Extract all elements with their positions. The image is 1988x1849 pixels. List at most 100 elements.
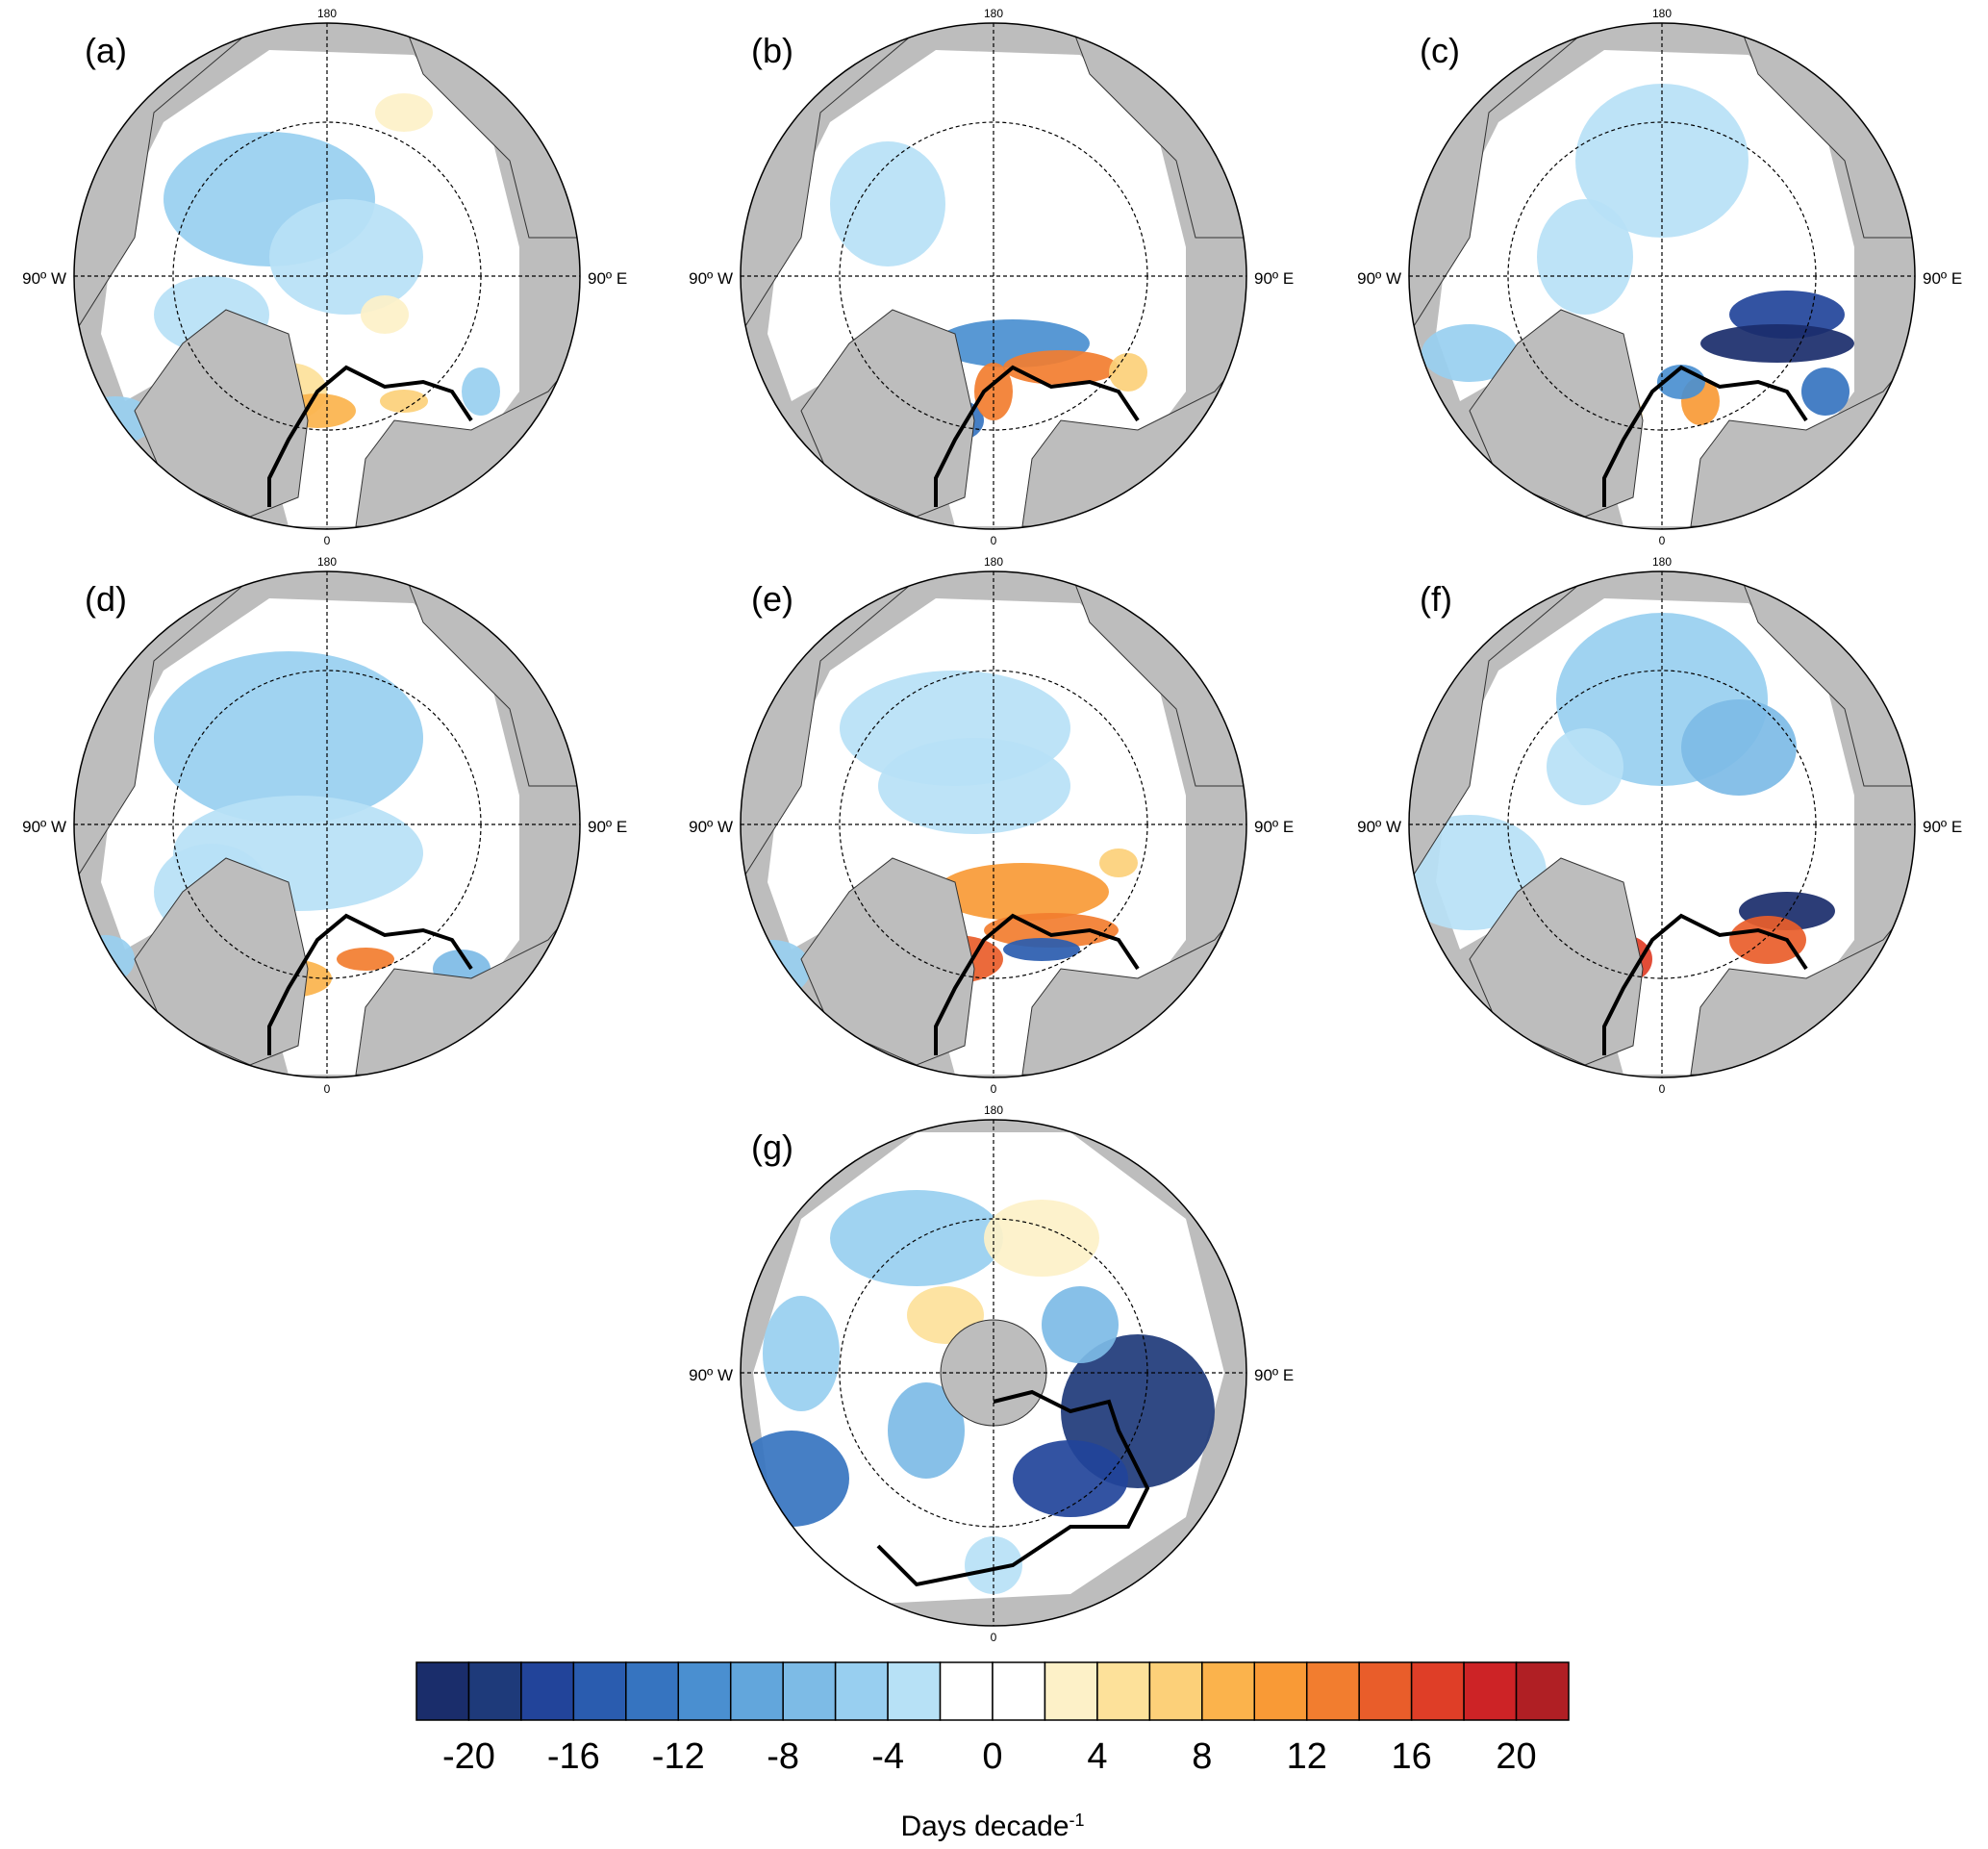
colorbar-swatch <box>677 1661 732 1721</box>
colorbar-tick-label: 0 <box>982 1736 1002 1777</box>
trend-field <box>984 1200 1099 1277</box>
colorbar-swatch <box>1044 1661 1098 1721</box>
colorbar-swatch <box>415 1661 470 1721</box>
colorbar-swatch <box>1463 1661 1518 1721</box>
lon-label-90w: 90º W <box>689 269 733 288</box>
trend-field <box>1003 350 1119 385</box>
trend-field <box>1681 699 1797 796</box>
trend-field <box>1729 916 1806 964</box>
lon-label-180: 180 <box>984 555 1003 569</box>
contour-line <box>267 913 473 1055</box>
colorbar-tick-label: 8 <box>1192 1736 1212 1777</box>
panel-label: (d) <box>85 579 127 619</box>
latitude-circle <box>839 1218 1148 1528</box>
trend-field <box>763 1296 840 1411</box>
colorbar-tick-label: 16 <box>1391 1736 1431 1777</box>
sea-ice-domain <box>1436 50 1854 526</box>
panel-label: (g) <box>751 1127 793 1167</box>
lon-label-0: 0 <box>991 1631 997 1644</box>
trend-field <box>936 863 1109 921</box>
trend-field <box>1801 367 1850 416</box>
lon-label-90e: 90º E <box>1254 818 1294 836</box>
trend-field <box>337 948 394 971</box>
map-boundary <box>740 22 1247 530</box>
lon-label-90w: 90º W <box>689 818 733 836</box>
map-boundary <box>1408 22 1916 530</box>
trend-field <box>380 390 428 413</box>
latitude-circle <box>839 121 1148 431</box>
trend-field <box>984 913 1119 948</box>
map-content <box>1409 23 1915 529</box>
colorbar-tick-label: -16 <box>547 1736 600 1777</box>
colorbar-swatch <box>572 1661 627 1721</box>
panel-label: (f) <box>1420 579 1452 619</box>
trend-field <box>154 651 423 824</box>
contour-line <box>1602 913 1808 1055</box>
panel-label: (c) <box>1420 31 1460 70</box>
lon-label-90e: 90º E <box>1923 269 1962 288</box>
contour-line <box>1602 365 1808 507</box>
latitude-circle <box>839 670 1148 979</box>
colorbar-swatch <box>1096 1661 1151 1721</box>
colorbar: -20 -16 -12 -8 -4 0 4 8 12 16 20 Days decade-1 <box>415 1661 1570 1842</box>
trend-field <box>375 93 433 132</box>
colorbar-swatch <box>1201 1661 1256 1721</box>
lon-label-0: 0 <box>324 1082 331 1096</box>
colorbar-swatch <box>1253 1661 1308 1721</box>
latitude-circle <box>1507 670 1817 979</box>
colorbar-swatch <box>1305 1661 1360 1721</box>
trend-field <box>462 367 500 416</box>
map-panel-e: 180 0 90º W 90º E (e) <box>689 555 1294 1096</box>
colorbar-swatch <box>729 1661 784 1721</box>
trend-field <box>269 199 423 315</box>
lon-label-90e: 90º E <box>588 818 627 836</box>
trend-field <box>1700 324 1854 363</box>
latitude-circle <box>172 670 482 979</box>
contour-line <box>267 365 473 507</box>
trend-field <box>1537 199 1633 315</box>
trend-field <box>1109 353 1147 392</box>
trend-field <box>830 141 945 266</box>
colorbar-title: Days decade-1 <box>900 1811 1084 1842</box>
lon-label-90e: 90º E <box>588 269 627 288</box>
map-boundary <box>73 570 581 1078</box>
colorbar-tick-label: -12 <box>652 1736 705 1777</box>
panels-layer: 180 0 90º W 90º E (a) 180 0 90º W 90º E (b) 180 0 90… <box>22 7 1962 1644</box>
colorbar-swatch <box>992 1661 1046 1721</box>
colorbar-swatch <box>467 1661 522 1721</box>
contour-line <box>934 365 1140 507</box>
colorbar-swatch <box>939 1661 994 1721</box>
colorbar-swatch <box>1358 1661 1413 1721</box>
latitude-circle <box>172 121 482 431</box>
colorbar-swatch <box>1148 1661 1203 1721</box>
map-panel-a: 180 0 90º W 90º E (a) <box>22 7 627 547</box>
colorbar-tick-label: -20 <box>442 1736 495 1777</box>
map-panel-g: 180 0 90º W 90º E (g) <box>689 1103 1294 1644</box>
lon-label-0: 0 <box>324 534 331 547</box>
colorbar-swatch <box>1515 1661 1570 1721</box>
lon-label-90e: 90º E <box>1923 818 1962 836</box>
lon-label-90w: 90º W <box>689 1366 733 1384</box>
map-panel-d: 180 0 90º W 90º E (d) <box>22 555 627 1096</box>
lon-label-0: 0 <box>1659 1082 1666 1096</box>
lon-label-90w: 90º W <box>22 818 66 836</box>
lon-label-180: 180 <box>1652 555 1672 569</box>
map-boundary <box>1408 570 1916 1078</box>
trend-field <box>1099 849 1138 877</box>
map-panel-f: 180 0 90º W 90º E (f) <box>1357 555 1962 1096</box>
lon-label-90e: 90º E <box>1254 269 1294 288</box>
lon-label-0: 0 <box>991 534 997 547</box>
lon-label-90w: 90º W <box>22 269 66 288</box>
map-content <box>74 571 580 1077</box>
panel-label: (e) <box>751 579 793 619</box>
contour-line <box>876 1389 1150 1587</box>
lon-label-0: 0 <box>1659 534 1666 547</box>
colorbar-tick-label: 20 <box>1496 1736 1536 1777</box>
lon-label-0: 0 <box>991 1082 997 1096</box>
trend-field <box>830 1190 1003 1286</box>
map-boundary <box>73 22 581 530</box>
panel-label: (a) <box>85 31 127 70</box>
colorbar-tick-label: -8 <box>767 1736 799 1777</box>
colorbar-swatch <box>520 1661 575 1721</box>
